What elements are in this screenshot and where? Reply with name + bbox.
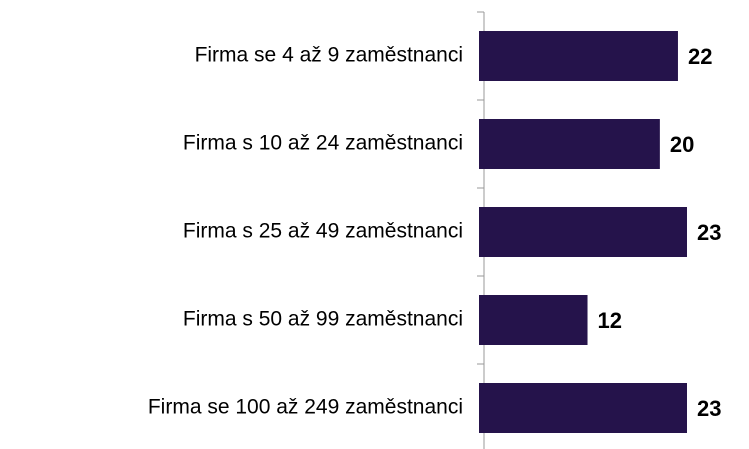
category-label: Firma se 100 až 249 zaměstnanci <box>148 396 463 419</box>
data-label: 23 <box>697 220 721 245</box>
bar <box>479 383 687 433</box>
data-label: 23 <box>697 396 721 421</box>
bar <box>479 31 678 81</box>
category-label: Firma se 4 až 9 zaměstnanci <box>195 44 463 67</box>
category-label: Firma s 25 až 49 zaměstnanci <box>183 220 463 243</box>
category-label: Firma s 50 až 99 zaměstnanci <box>183 308 463 331</box>
category-label: Firma s 10 až 24 zaměstnanci <box>183 132 463 155</box>
data-label: 20 <box>670 132 694 157</box>
data-label: 22 <box>688 44 712 69</box>
bar <box>479 119 660 169</box>
bar <box>479 295 588 345</box>
bar <box>479 207 687 257</box>
data-label: 12 <box>598 308 622 333</box>
